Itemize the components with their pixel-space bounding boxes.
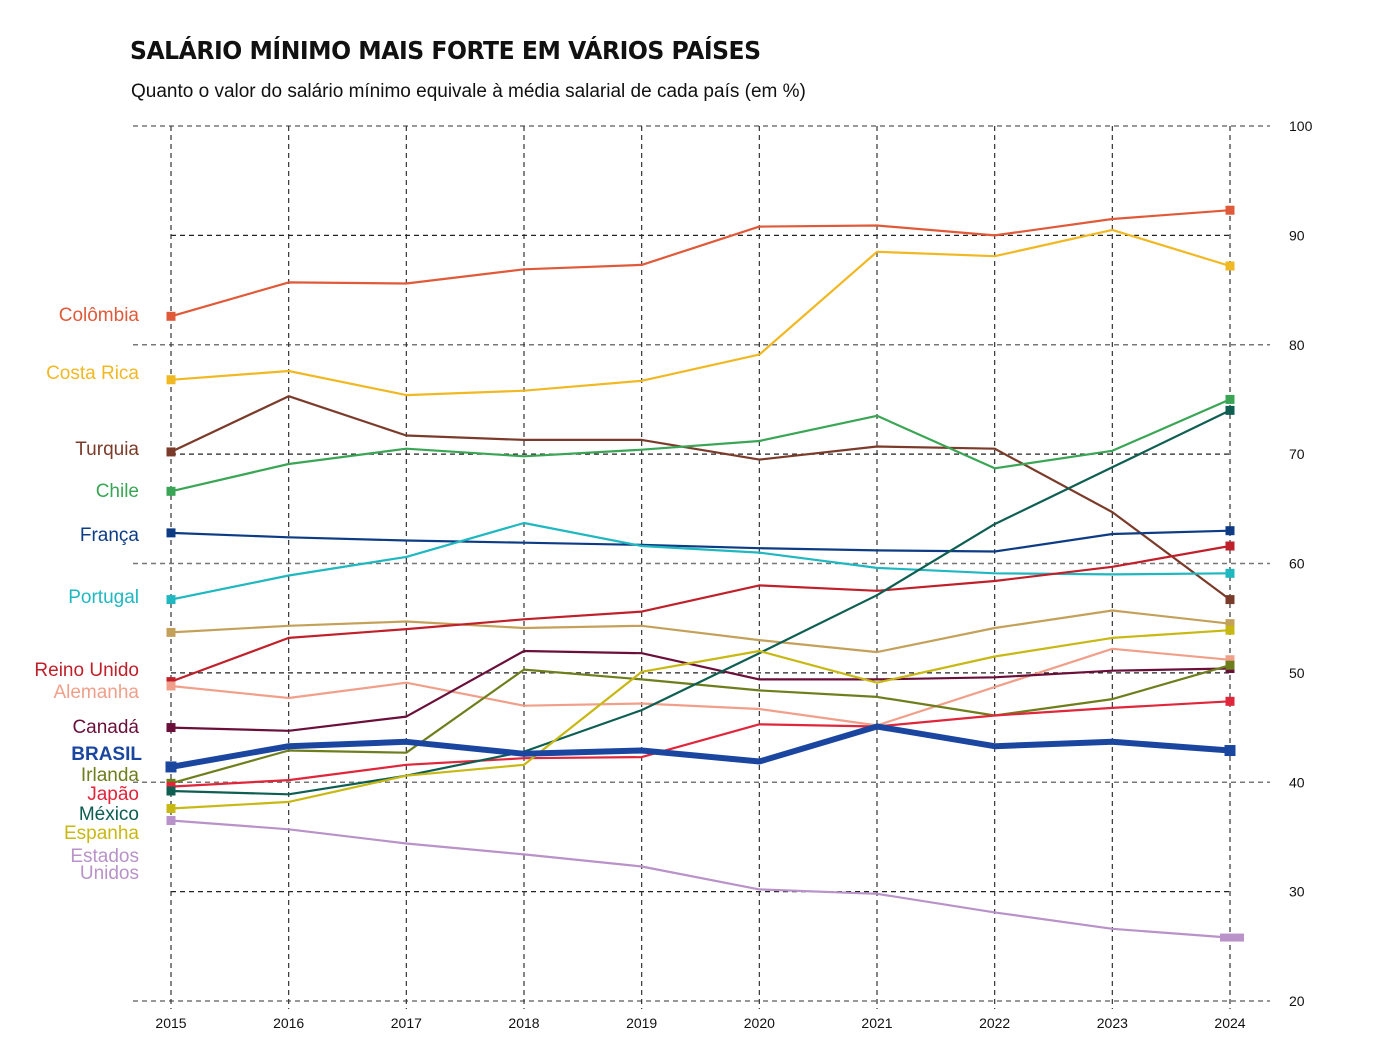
vertical-gridlines bbox=[170, 126, 1231, 1009]
y-tick-label: 100 bbox=[1289, 118, 1313, 134]
series-label-unidos: Unidos bbox=[80, 863, 139, 884]
series-end-marker bbox=[1225, 595, 1235, 605]
y-tick-label: 60 bbox=[1289, 556, 1305, 572]
series-end-marker bbox=[1225, 541, 1235, 551]
series-line-costa-rica bbox=[170, 228, 1231, 397]
series-label-japão: Japão bbox=[87, 784, 139, 805]
series-label-turquia: Turquia bbox=[75, 439, 139, 460]
series-label-frança: França bbox=[80, 525, 140, 546]
x-tick-label: 2020 bbox=[744, 1015, 775, 1031]
series-line-portugal bbox=[170, 521, 1231, 601]
series-labels: Colômbia Costa Rica Turquia Chile França Port… bbox=[34, 305, 142, 884]
series-end-marker bbox=[1225, 526, 1235, 536]
x-tick-label: 2018 bbox=[508, 1015, 539, 1031]
series-lines bbox=[170, 209, 1231, 939]
series-line-japão bbox=[170, 700, 1231, 788]
y-axis-ticks: 100 90 80 70 60 50 40 30 20 bbox=[1289, 118, 1313, 1009]
chart-title: SALÁRIO MÍNIMO MAIS FORTE EM VÁRIOS PAÍS… bbox=[130, 36, 761, 65]
series-start-marker bbox=[166, 528, 176, 538]
x-tick-label: 2017 bbox=[391, 1015, 422, 1031]
series-end-marker bbox=[1225, 619, 1235, 629]
series-start-marker bbox=[166, 816, 176, 826]
series-start-marker bbox=[166, 486, 176, 496]
series-label-brasil: BRASIL bbox=[71, 744, 142, 765]
series-start-marker bbox=[166, 447, 176, 457]
series-end-marker bbox=[1225, 568, 1235, 578]
y-tick-label: 30 bbox=[1289, 884, 1305, 900]
y-tick-label: 20 bbox=[1289, 993, 1305, 1009]
series-start-marker bbox=[166, 723, 176, 733]
series-line-reino-unido bbox=[170, 544, 1231, 683]
series-label-canadá: Canadá bbox=[72, 717, 139, 738]
series-end-marker bbox=[1225, 625, 1235, 635]
series-line-brasil bbox=[170, 723, 1231, 770]
series-label-espanha: Espanha bbox=[64, 823, 139, 844]
y-tick-label: 50 bbox=[1289, 665, 1305, 681]
series-label-estados: Estados bbox=[70, 846, 139, 867]
series-start-marker bbox=[165, 761, 177, 773]
x-tick-label: 2024 bbox=[1214, 1015, 1245, 1031]
series-label-costa-rica: Costa Rica bbox=[46, 363, 139, 384]
x-tick-label: 2016 bbox=[273, 1015, 304, 1031]
y-tick-label: 80 bbox=[1289, 337, 1305, 353]
series-start-marker bbox=[166, 681, 176, 691]
series-end-marker bbox=[1225, 205, 1235, 215]
series-line-méxico bbox=[170, 409, 1231, 796]
series-line-espanha bbox=[170, 629, 1231, 810]
series-end-marker bbox=[1225, 655, 1235, 665]
series-label-chile: Chile bbox=[96, 481, 139, 502]
series-start-marker bbox=[166, 311, 176, 321]
series-label-méxico: México bbox=[79, 804, 139, 825]
y-tick-label: 90 bbox=[1289, 227, 1305, 243]
series-markers bbox=[165, 205, 1244, 942]
series-line-colômbia bbox=[170, 209, 1231, 318]
series-end-marker bbox=[1220, 933, 1244, 942]
series-line-unlabeled bbox=[170, 609, 1231, 654]
x-tick-label: 2023 bbox=[1097, 1015, 1128, 1031]
x-tick-label: 2015 bbox=[155, 1015, 186, 1031]
series-start-marker bbox=[166, 786, 176, 796]
series-end-marker bbox=[1225, 405, 1235, 415]
series-end-marker bbox=[1225, 261, 1235, 271]
x-axis-ticks: 2015 2016 2017 2018 2019 2020 2021 2022 2023 2024 bbox=[155, 1015, 1245, 1031]
series-label-colômbia: Colômbia bbox=[59, 305, 140, 326]
series-line-estados-unidos bbox=[170, 819, 1231, 939]
series-label-alemanha: Alemanha bbox=[53, 682, 139, 703]
series-end-marker bbox=[1224, 745, 1236, 757]
series-label-irlanda: Irlanda bbox=[81, 765, 140, 786]
series-label-reino-unido: Reino Unido bbox=[34, 660, 139, 681]
series-start-marker bbox=[166, 595, 176, 605]
series-end-marker bbox=[1225, 394, 1235, 404]
series-line-alemanha bbox=[170, 647, 1231, 727]
series-line-frança bbox=[170, 529, 1231, 553]
series-start-marker bbox=[166, 627, 176, 637]
y-tick-label: 40 bbox=[1289, 774, 1305, 790]
series-line-turquia bbox=[170, 395, 1231, 601]
series-line-chile bbox=[170, 398, 1231, 493]
y-tick-label: 70 bbox=[1289, 446, 1305, 462]
series-end-marker bbox=[1225, 660, 1235, 670]
series-start-marker bbox=[166, 375, 176, 385]
series-end-marker bbox=[1225, 696, 1235, 706]
series-line-irlanda bbox=[170, 664, 1231, 785]
series-line-canadá bbox=[170, 649, 1231, 732]
x-tick-label: 2021 bbox=[861, 1015, 892, 1031]
x-tick-label: 2019 bbox=[626, 1015, 657, 1031]
chart-subtitle: Quanto o valor do salário mínimo equival… bbox=[131, 81, 806, 102]
horizontal-gridlines bbox=[133, 125, 1270, 1002]
x-tick-label: 2022 bbox=[979, 1015, 1010, 1031]
series-label-portugal: Portugal bbox=[68, 587, 139, 608]
series-start-marker bbox=[166, 804, 176, 813]
